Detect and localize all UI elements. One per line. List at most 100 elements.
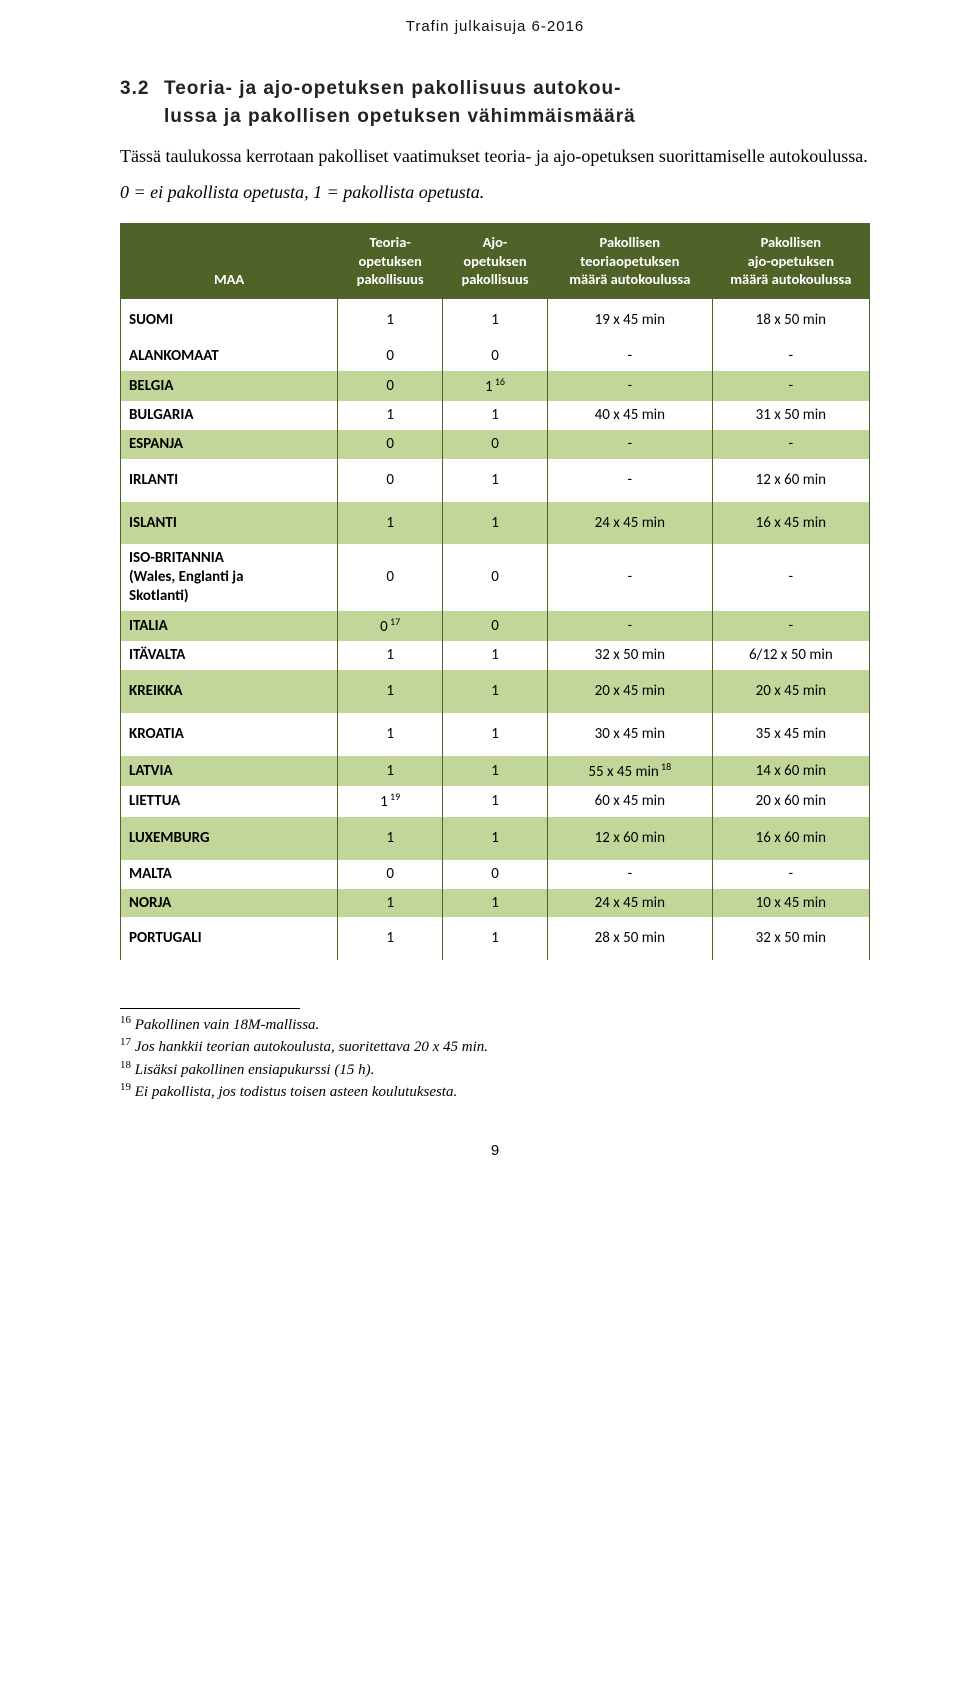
- cell-value: 0: [443, 342, 548, 371]
- cell-value: 1: [338, 889, 443, 918]
- cell-value: 1: [338, 502, 443, 545]
- table-row: BELGIA01 16--: [121, 371, 870, 402]
- cell-value: 1: [443, 502, 548, 545]
- cell-value: 1 16: [443, 371, 548, 402]
- col-header-theory-mandatory: Teoria-opetuksenpakollisuus: [338, 223, 443, 300]
- cell-value: 28 x 50 min: [547, 917, 712, 960]
- cell-value: 60 x 45 min: [547, 786, 712, 817]
- section-number: 3.2: [120, 75, 164, 103]
- cell-country: BULGARIA: [121, 401, 338, 430]
- col-header-driving-mandatory: Ajo-opetuksenpakollisuus: [443, 223, 548, 300]
- cell-country: LATVIA: [121, 756, 338, 787]
- cell-value: 32 x 50 min: [712, 917, 869, 960]
- cell-value: 31 x 50 min: [712, 401, 869, 430]
- cell-value: -: [712, 342, 869, 371]
- table-row: ALANKOMAAT00--: [121, 342, 870, 371]
- cell-value: -: [547, 544, 712, 610]
- cell-value: 24 x 45 min: [547, 889, 712, 918]
- cell-country: PORTUGALI: [121, 917, 338, 960]
- cell-value: 55 x 45 min 18: [547, 756, 712, 787]
- table-row: ESPANJA00--: [121, 430, 870, 459]
- cell-value: -: [712, 860, 869, 889]
- cell-value: 1 19: [338, 786, 443, 817]
- footnote: 18 Lisäksi pakollinen ensiapukurssi (15 …: [120, 1058, 870, 1080]
- table-row: ITALIA0 170--: [121, 611, 870, 642]
- cell-value: 40 x 45 min: [547, 401, 712, 430]
- cell-value: 1: [338, 299, 443, 342]
- cell-value: -: [547, 860, 712, 889]
- cell-value: 20 x 45 min: [547, 670, 712, 713]
- table-row: MALTA00--: [121, 860, 870, 889]
- cell-value: 0 17: [338, 611, 443, 642]
- cell-country: ITALIA: [121, 611, 338, 642]
- table-row: LATVIA1155 x 45 min 1814 x 60 min: [121, 756, 870, 787]
- cell-value: 1: [443, 756, 548, 787]
- cell-value: 1: [443, 786, 548, 817]
- cell-value: 0: [338, 342, 443, 371]
- intro-paragraph: Tässä taulukossa kerrotaan pakolliset va…: [120, 144, 870, 168]
- cell-country: ISLANTI: [121, 502, 338, 545]
- cell-value: 0: [443, 430, 548, 459]
- cell-value: 18 x 50 min: [712, 299, 869, 342]
- cell-value: 1: [443, 670, 548, 713]
- col-header-driving-amount: Pakollisenajo-opetuksenmäärä autokouluss…: [712, 223, 869, 300]
- cell-value: 1: [338, 641, 443, 670]
- footnote: 19 Ei pakollista, jos todistus toisen as…: [120, 1080, 870, 1102]
- cell-value: 1: [443, 713, 548, 756]
- section-heading: 3.2Teoria- ja ajo-opetuksen pakollisuus …: [164, 75, 870, 130]
- cell-value: 1: [443, 459, 548, 502]
- table-row: LUXEMBURG1112 x 60 min16 x 60 min: [121, 817, 870, 860]
- table-row: BULGARIA1140 x 45 min31 x 50 min: [121, 401, 870, 430]
- cell-value: -: [547, 611, 712, 642]
- cell-value: -: [712, 430, 869, 459]
- cell-value: 1: [338, 756, 443, 787]
- cell-country: LUXEMBURG: [121, 817, 338, 860]
- cell-value: 0: [443, 611, 548, 642]
- table-row: ISLANTI1124 x 45 min16 x 45 min: [121, 502, 870, 545]
- cell-value: 1: [443, 401, 548, 430]
- cell-value: 1: [338, 670, 443, 713]
- cell-value: 0: [443, 860, 548, 889]
- table-row: SUOMI1119 x 45 min18 x 50 min: [121, 299, 870, 342]
- cell-value: 20 x 60 min: [712, 786, 869, 817]
- requirements-table: MAA Teoria-opetuksenpakollisuus Ajo-opet…: [120, 223, 870, 961]
- cell-value: 0: [443, 544, 548, 610]
- cell-country: ESPANJA: [121, 430, 338, 459]
- cell-country: ALANKOMAAT: [121, 342, 338, 371]
- col-header-theory-amount: Pakollisenteoriaopetuksenmäärä autokoulu…: [547, 223, 712, 300]
- section-title-line2: lussa ja pakollisen opetuksen vähimmäism…: [164, 106, 636, 127]
- cell-value: -: [547, 371, 712, 402]
- footnotes: 16 Pakollinen vain 18M-mallissa.17 Jos h…: [120, 1013, 870, 1102]
- table-row: LIETTUA1 19160 x 45 min20 x 60 min: [121, 786, 870, 817]
- cell-value: 1: [338, 817, 443, 860]
- table-body: SUOMI1119 x 45 min18 x 50 minALANKOMAAT0…: [121, 299, 870, 960]
- cell-value: 32 x 50 min: [547, 641, 712, 670]
- cell-value: 1: [338, 917, 443, 960]
- cell-value: -: [712, 544, 869, 610]
- table-row: IRLANTI01-12 x 60 min: [121, 459, 870, 502]
- cell-value: -: [712, 611, 869, 642]
- cell-value: 24 x 45 min: [547, 502, 712, 545]
- cell-country: KROATIA: [121, 713, 338, 756]
- cell-value: 30 x 45 min: [547, 713, 712, 756]
- running-header: Trafin julkaisuja 6-2016: [120, 18, 870, 35]
- cell-value: 1: [338, 401, 443, 430]
- cell-value: 0: [338, 544, 443, 610]
- footnotes-rule: [120, 1008, 300, 1009]
- cell-country: NORJA: [121, 889, 338, 918]
- cell-country: ISO-BRITANNIA(Wales, Englanti jaSkotlant…: [121, 544, 338, 610]
- footnote: 16 Pakollinen vain 18M-mallissa.: [120, 1013, 870, 1035]
- cell-value: 1: [443, 299, 548, 342]
- cell-value: -: [547, 342, 712, 371]
- cell-country: BELGIA: [121, 371, 338, 402]
- cell-value: 1: [443, 641, 548, 670]
- cell-value: 16 x 60 min: [712, 817, 869, 860]
- table-row: NORJA1124 x 45 min10 x 45 min: [121, 889, 870, 918]
- footnote: 17 Jos hankkii teorian autokoulusta, suo…: [120, 1035, 870, 1057]
- cell-value: 1: [338, 713, 443, 756]
- cell-value: 0: [338, 860, 443, 889]
- section-title-line1: Teoria- ja ajo-opetuksen pakollisuus aut…: [164, 78, 621, 99]
- table-row: ITÄVALTA1132 x 50 min6/12 x 50 min: [121, 641, 870, 670]
- table-row: PORTUGALI1128 x 50 min32 x 50 min: [121, 917, 870, 960]
- cell-country: SUOMI: [121, 299, 338, 342]
